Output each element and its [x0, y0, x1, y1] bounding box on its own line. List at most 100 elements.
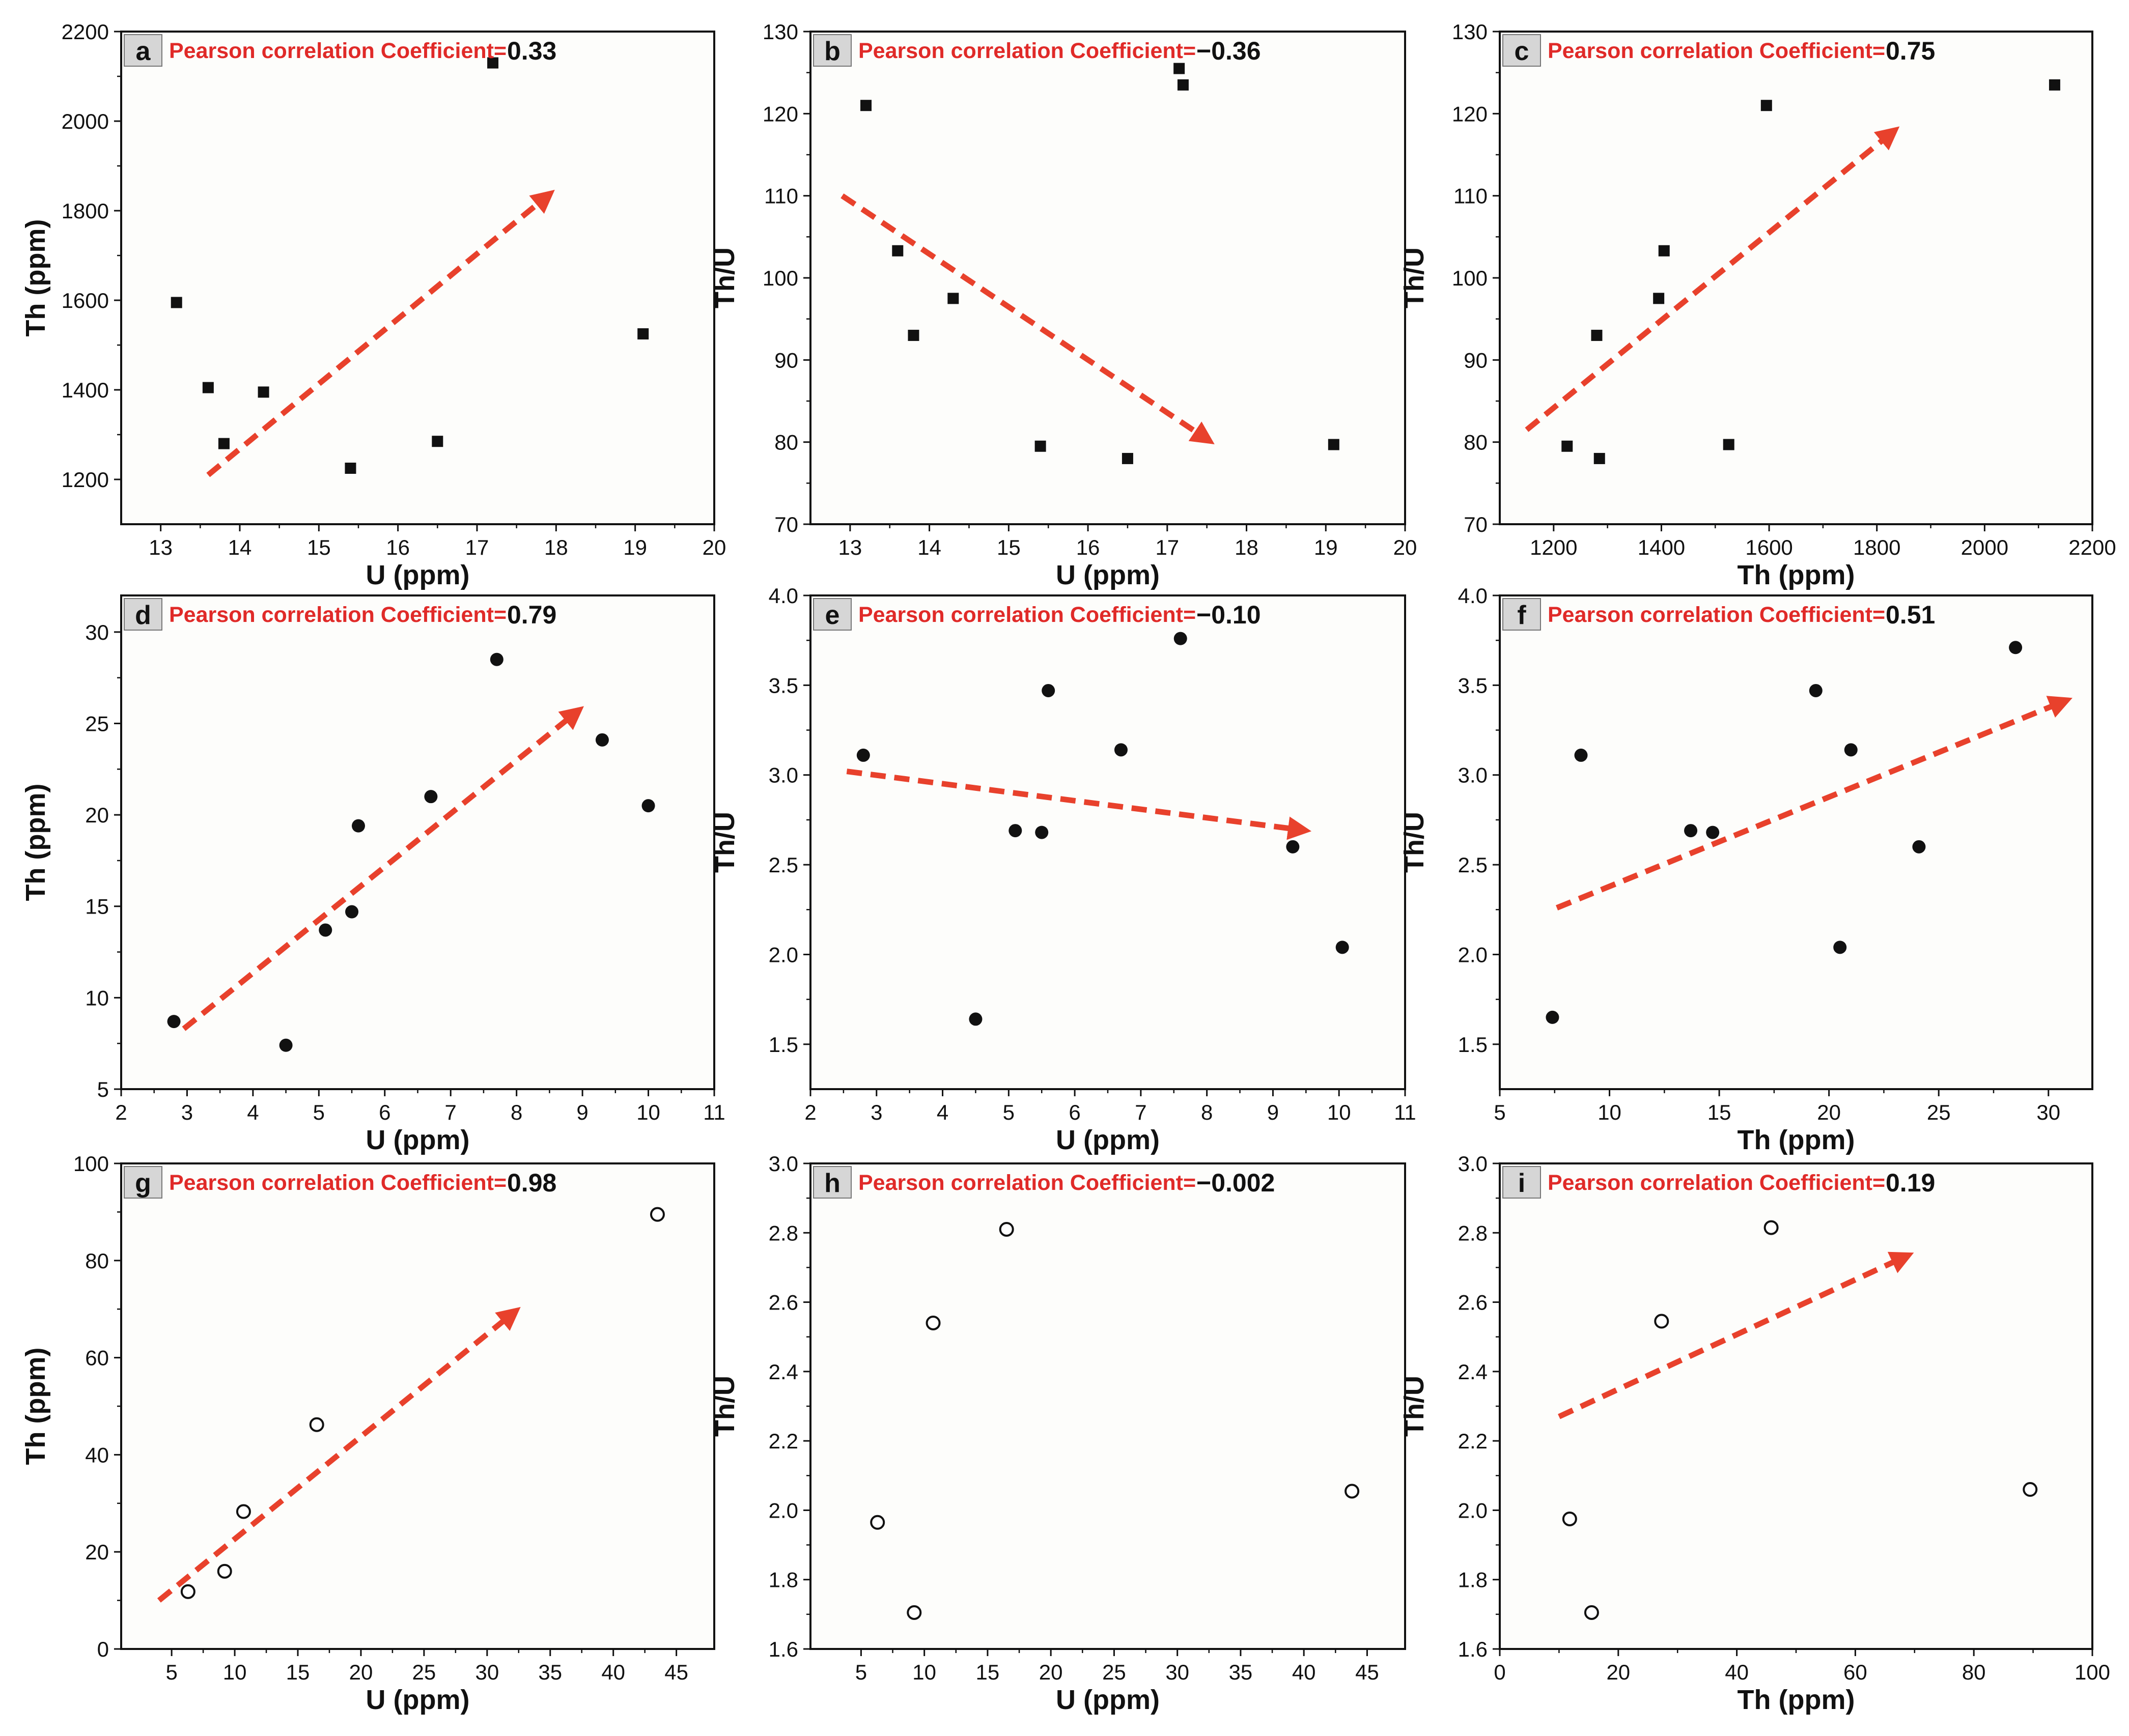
- y-tick-label: 1.5: [1458, 1033, 1488, 1057]
- x-tick-label: 30: [1165, 1660, 1189, 1684]
- x-tick-label: 1600: [1745, 535, 1792, 559]
- y-tick-label: 2.4: [769, 1360, 798, 1384]
- data-point: [1833, 941, 1847, 954]
- x-tick-label: 18: [1235, 535, 1258, 559]
- data-point: [1653, 293, 1665, 304]
- data-point: [999, 1221, 1014, 1237]
- x-tick-label: 19: [623, 535, 647, 559]
- x-tick-label: 8: [511, 1100, 522, 1124]
- trend-arrow: [182, 706, 584, 1031]
- y-tick-label: 4.0: [1458, 584, 1488, 608]
- panel-label-box: [124, 598, 162, 631]
- data-point: [650, 1207, 665, 1222]
- y-tick-label: 2.6: [769, 1291, 798, 1315]
- axes-frame: [809, 594, 1406, 1090]
- axes-frame: [120, 31, 715, 525]
- pearson-annotation: Pearson correlation Coefficient=: [858, 603, 1196, 627]
- y-tick-label: 110: [1453, 184, 1488, 208]
- data-point: [279, 1038, 293, 1052]
- data-point: [1658, 245, 1670, 257]
- pearson-annotation: Pearson correlation Coefficient=: [858, 39, 1196, 63]
- y-tick-label: 3.0: [769, 763, 798, 787]
- x-tick-label: 2200: [2068, 535, 2116, 559]
- data-point: [856, 748, 870, 762]
- x-tick-label: 9: [576, 1100, 588, 1124]
- y-tick-label: 10: [85, 986, 109, 1010]
- x-tick-label: 35: [1229, 1660, 1253, 1684]
- axes-frame: [120, 594, 715, 1090]
- panel-label-box: [124, 1166, 162, 1199]
- y-tick-label: 1.6: [769, 1637, 798, 1661]
- y-tick-label: 1400: [62, 378, 109, 402]
- y-tick-label: 70: [774, 513, 798, 536]
- x-axis-label: U (ppm): [366, 1685, 470, 1715]
- panel-f: 5 10 15 20 25 30 1.5 2.0 2.5 3.0 3.5 4.0 Th (ppm) Th/…: [1399, 584, 2093, 1155]
- data-point: [1173, 632, 1187, 645]
- data-point: [1706, 826, 1720, 839]
- pearson-annotation: Pearson correlation Coefficient=: [1548, 603, 1885, 627]
- y-tick-label: 20: [85, 803, 109, 827]
- data-point: [1328, 439, 1339, 450]
- y-tick-label: 4.0: [769, 584, 798, 608]
- x-tick-label: 17: [465, 535, 489, 559]
- data-point: [1591, 329, 1603, 341]
- x-tick-label: 25: [1102, 1660, 1126, 1684]
- data-point: [1684, 824, 1698, 838]
- x-tick-label: 13: [149, 535, 173, 559]
- x-tick-label: 3: [181, 1100, 193, 1124]
- data-point: [1286, 840, 1300, 853]
- panel-label: e: [825, 601, 840, 630]
- x-tick-label: 5: [165, 1660, 177, 1684]
- pearson-value: −0.002: [1196, 1169, 1275, 1197]
- panel-label: h: [824, 1169, 841, 1198]
- x-tick-label: 15: [1707, 1100, 1731, 1124]
- axes-frame: [1499, 31, 2093, 525]
- data-point: [595, 733, 609, 747]
- x-tick-label: 7: [445, 1100, 457, 1124]
- data-point: [969, 1012, 983, 1026]
- data-point: [1809, 684, 1823, 697]
- y-tick-label: 2.8: [1458, 1221, 1488, 1245]
- x-tick-label: 8: [1201, 1100, 1213, 1124]
- y-tick-label: 20: [85, 1540, 109, 1564]
- panel-d: 2 3 4 5 6 7 8 9 10 11 5 10 15 20 25 30 U (ppm) Th (ppm) d P…: [20, 594, 725, 1155]
- x-tick-label: 60: [1843, 1660, 1867, 1684]
- panel-e: 2 3 4 5 6 7 8 9 10 11 1.5 2.0 2.5 3.0 3.5 4.0 U (ppm) Th/…: [710, 584, 1416, 1155]
- data-point: [870, 1515, 885, 1530]
- y-tick-label: 1200: [62, 468, 109, 492]
- panel-label: a: [136, 37, 151, 66]
- y-tick-label: 3.0: [1458, 763, 1488, 787]
- y-tick-label: 25: [85, 712, 109, 735]
- x-tick-label: 14: [917, 535, 941, 559]
- data-point: [1042, 684, 1055, 697]
- data-point: [1912, 840, 1926, 853]
- y-tick-label: 1.5: [769, 1033, 798, 1057]
- x-tick-label: 16: [386, 535, 410, 559]
- y-tick-label: 100: [763, 266, 798, 290]
- x-tick-label: 20: [1817, 1100, 1841, 1124]
- data-point: [1763, 1220, 1779, 1235]
- panel-label: g: [135, 1169, 151, 1198]
- data-point: [1760, 100, 1772, 111]
- axes-frame: [1499, 594, 2093, 1090]
- y-axis-label: Th (ppm): [20, 1348, 51, 1465]
- x-tick-label: 3: [871, 1100, 882, 1124]
- data-point: [218, 438, 230, 449]
- data-point: [1122, 452, 1133, 464]
- pearson-value: 0.33: [507, 37, 556, 65]
- data-point: [2009, 641, 2023, 654]
- trend-arrow: [846, 769, 1312, 840]
- trend-arrow: [1556, 696, 2072, 910]
- x-tick-label: 10: [912, 1660, 936, 1684]
- data-point: [487, 57, 499, 69]
- x-tick-label: 10: [1598, 1100, 1621, 1124]
- panel-label-box: [1502, 598, 1541, 631]
- pearson-annotation: Pearson correlation Coefficient=: [858, 1171, 1196, 1195]
- y-axis-label: Th (ppm): [20, 219, 51, 337]
- y-tick-label: 2000: [62, 109, 109, 133]
- x-tick-label: 16: [1076, 535, 1100, 559]
- x-tick-label: 5: [1494, 1100, 1505, 1124]
- y-tick-label: 130: [763, 20, 798, 44]
